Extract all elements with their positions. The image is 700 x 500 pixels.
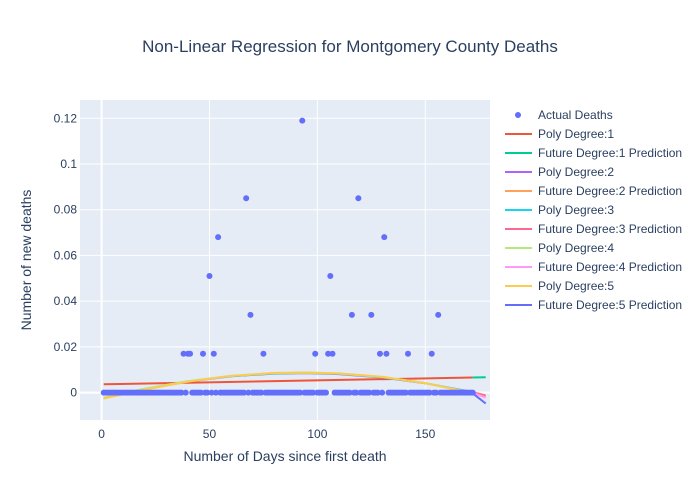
data-point: [346, 389, 353, 396]
scatter-points: [100, 117, 476, 396]
data-point: [323, 389, 329, 396]
y-tick-labels: 0 0.02 0.04 0.06 0.08 0.1 0.12: [54, 111, 78, 399]
grid: [80, 100, 490, 420]
data-point: [428, 350, 435, 357]
y-tick-label: 0.02: [54, 340, 78, 354]
series-line: [103, 371, 473, 400]
data-point: [178, 389, 185, 396]
data-point: [366, 389, 373, 396]
y-tick-label: 0.04: [54, 294, 78, 308]
x-tick-label: 0: [98, 427, 105, 441]
legend-label: Future Degree:1 Prediction: [538, 146, 682, 160]
legend[interactable]: Actual Deaths Poly Degree:1 Future Degree:…: [505, 108, 682, 312]
x-tick-label: 150: [415, 427, 435, 441]
legend-label: Actual Deaths: [538, 108, 613, 122]
y-tick-label: 0.08: [54, 203, 78, 217]
data-point: [381, 234, 388, 241]
data-point: [426, 389, 433, 396]
data-point: [405, 350, 411, 357]
legend-label: Future Degree:4 Prediction: [538, 260, 682, 274]
legend-label: Future Degree:3 Prediction: [538, 222, 682, 236]
data-point: [182, 389, 189, 396]
data-point: [206, 273, 213, 279]
data-point: [258, 389, 265, 396]
data-point: [435, 311, 442, 318]
data-point: [200, 350, 206, 357]
data-point: [299, 117, 306, 124]
legend-marker: [515, 112, 521, 118]
data-point: [310, 389, 317, 396]
legend-label: Future Degree:2 Prediction: [538, 184, 682, 198]
data-point: [241, 389, 247, 396]
series-line: [103, 376, 473, 386]
data-point: [383, 350, 390, 357]
plot-background: [80, 100, 490, 420]
x-tick-labels: 0 50 100 150: [98, 427, 435, 441]
legend-label: Poly Degree:2: [538, 165, 614, 179]
data-point: [433, 389, 440, 396]
y-tick-label: 0: [70, 386, 77, 400]
data-point: [212, 389, 219, 396]
data-point: [353, 389, 360, 396]
data-point: [208, 389, 215, 396]
data-point: [180, 350, 187, 357]
legend-label: Future Degree:5 Prediction: [538, 298, 682, 312]
data-point: [374, 389, 381, 396]
y-tick-label: 0.12: [54, 111, 78, 125]
data-point: [379, 389, 386, 396]
x-axis-label: Number of Days since first death: [183, 448, 386, 464]
data-point: [327, 273, 334, 279]
data-point: [187, 350, 194, 357]
series-lines: [103, 371, 487, 405]
data-point: [348, 311, 355, 318]
data-point: [197, 389, 204, 396]
data-point: [325, 350, 332, 357]
data-point: [312, 350, 319, 357]
data-point: [355, 195, 362, 202]
series-line: [472, 392, 487, 405]
data-point: [247, 311, 254, 318]
data-point: [368, 311, 375, 318]
data-point: [402, 389, 409, 396]
data-point: [204, 389, 211, 396]
y-tick-label: 0.06: [54, 248, 78, 262]
legend-label: Poly Degree:1: [538, 127, 614, 141]
data-point: [329, 350, 336, 357]
chart-title: Non-Linear Regression for Montgomery Cou…: [142, 37, 558, 56]
y-axis-label: Number of new deaths: [18, 190, 34, 331]
data-point: [243, 195, 250, 202]
data-point: [376, 350, 383, 357]
legend-label: Poly Degree:5: [538, 279, 614, 293]
y-tick-label: 0.1: [60, 157, 77, 171]
data-point: [260, 350, 267, 357]
data-point: [297, 389, 304, 396]
data-point: [245, 389, 252, 396]
x-tick-label: 100: [307, 427, 327, 441]
x-tick-label: 50: [203, 427, 217, 441]
data-point: [215, 234, 222, 241]
data-point: [210, 350, 217, 357]
data-point: [469, 389, 476, 396]
legend-label: Poly Degree:4: [538, 241, 614, 255]
legend-label: Poly Degree:3: [538, 203, 614, 217]
